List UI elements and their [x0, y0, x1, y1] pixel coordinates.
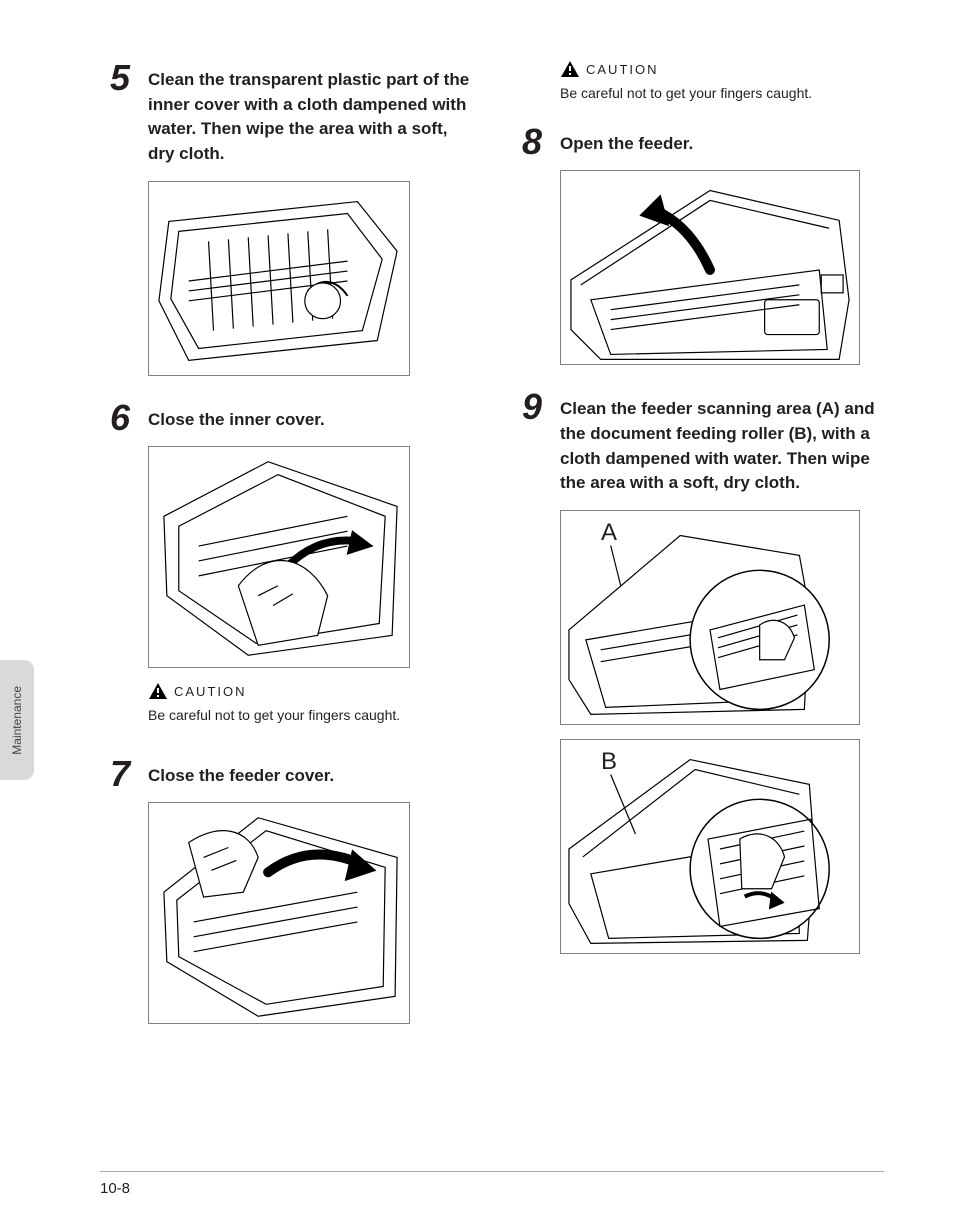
- page-footer: 10-8: [100, 1171, 884, 1197]
- step-8: 8 Open the feeder.: [512, 124, 884, 380]
- figure-step-8: [560, 170, 860, 365]
- left-column: 5 Clean the transparent plastic part of …: [100, 60, 472, 1140]
- figure-step-9b: B: [560, 739, 860, 954]
- page-number: 10-8: [100, 1180, 130, 1197]
- step-title: Close the inner cover.: [148, 408, 472, 433]
- step-6: 6 Close the inner cover.: [100, 400, 472, 746]
- step-number: 8: [512, 124, 542, 380]
- caution-label: CAUTION: [174, 684, 247, 699]
- step-number: 6: [100, 400, 130, 746]
- step-number: 5: [100, 60, 130, 390]
- step-5: 5 Clean the transparent plastic part of …: [100, 60, 472, 390]
- step-title: Clean the feeder scanning area (A) and t…: [560, 397, 884, 496]
- caution-heading: CAUTION: [148, 682, 472, 700]
- caution-icon: [148, 682, 168, 700]
- step-title: Clean the transparent plastic part of th…: [148, 68, 472, 167]
- step-9: 9 Clean the feeder scanning area (A) and…: [512, 389, 884, 968]
- figure-step-6: [148, 446, 410, 668]
- figure-label-b: B: [601, 748, 617, 776]
- step-title: Close the feeder cover.: [148, 764, 472, 789]
- figure-step-5: [148, 181, 410, 376]
- caution-text: Be careful not to get your fingers caugh…: [148, 706, 472, 726]
- caution-heading: CAUTION: [560, 60, 884, 78]
- figure-step-9a: A: [560, 510, 860, 725]
- side-tab: Maintenance: [0, 660, 34, 780]
- figure-label-a: A: [601, 519, 617, 547]
- caution-text: Be careful not to get your fingers caugh…: [560, 84, 884, 104]
- content-columns: 5 Clean the transparent plastic part of …: [100, 60, 884, 1140]
- caution-icon: [560, 60, 580, 78]
- step-7: 7 Close the feeder cover.: [100, 756, 472, 1039]
- right-column: CAUTION Be careful not to get your finge…: [512, 60, 884, 1140]
- step-number: 9: [512, 389, 542, 968]
- caution-label: CAUTION: [586, 62, 659, 77]
- figure-step-7: [148, 802, 410, 1024]
- side-tab-label: Maintenance: [10, 686, 24, 755]
- step-number: 7: [100, 756, 130, 1039]
- step-title: Open the feeder.: [560, 132, 884, 157]
